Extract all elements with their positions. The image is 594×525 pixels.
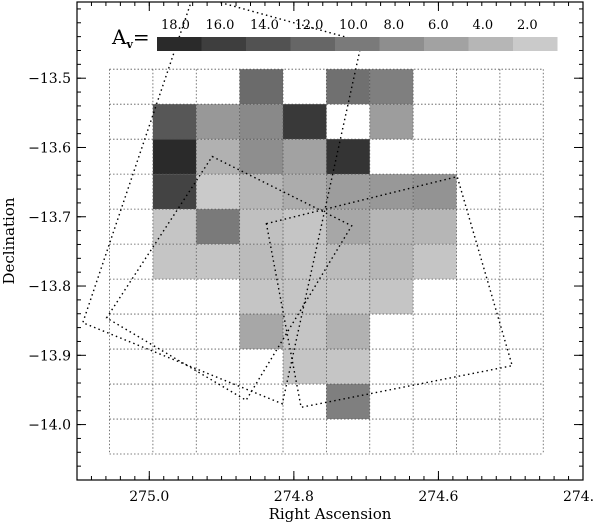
colorbar-label: 8.0 — [384, 18, 405, 33]
colorbar-title-eq: = — [133, 25, 150, 49]
axis-ticks: 275.0 274.8 274.6 274.4 −13.5 −13.6 −13.7 −13.8… — [28, 2, 594, 505]
colorbar-label: 16.0 — [206, 18, 235, 33]
heatmap-cell — [326, 69, 370, 105]
heatmap-cell — [283, 314, 327, 350]
heatmap-cell — [196, 174, 240, 210]
heatmap-cell — [283, 174, 327, 210]
heatmap-cell — [369, 279, 414, 315]
y-axis-label: Declination — [0, 197, 18, 284]
heatmap-cell — [239, 279, 284, 315]
heatmap-cell — [326, 174, 370, 210]
x-tick-label: 275.0 — [129, 489, 169, 505]
heatmap-cell — [239, 139, 284, 175]
colorbar-title-sub: v — [125, 38, 133, 51]
heatmap-cell — [283, 139, 327, 175]
heatmap-cell — [326, 279, 370, 315]
heatmap-cell — [196, 209, 240, 245]
field-footprint — [105, 155, 353, 402]
heatmap-cell — [413, 209, 457, 245]
colorbar-swatch — [201, 37, 246, 51]
colorbar-label: 4.0 — [473, 18, 494, 33]
heatmap-cell — [369, 209, 414, 245]
colorbar-swatch — [424, 37, 469, 51]
colorbar-swatch — [513, 37, 558, 51]
colorbar-swatch — [290, 37, 335, 51]
heatmap-cell — [152, 104, 197, 140]
heatmap-cell — [152, 139, 197, 175]
heatmap-cell — [369, 174, 414, 210]
heatmap-cell — [239, 209, 284, 245]
heatmap-cell — [239, 69, 284, 105]
heatmap-cell — [196, 139, 240, 175]
heatmap-cell — [326, 349, 370, 385]
heatmap-cell — [239, 244, 284, 280]
heatmap-cell — [369, 69, 414, 105]
colorbar-label: 6.0 — [428, 18, 449, 33]
heatmap-cell — [369, 104, 414, 140]
heatmap-cell — [283, 209, 327, 245]
colorbar-label: 10.0 — [339, 18, 368, 33]
heatmap-cell — [413, 244, 457, 280]
x-tick-label: 274.8 — [274, 489, 314, 505]
heatmap-cell — [326, 209, 370, 245]
colorbar-swatch — [335, 37, 380, 51]
y-tick-label: −13.8 — [28, 279, 71, 295]
heatmap-cell — [196, 104, 240, 140]
colorbar-title: Av= — [111, 25, 150, 51]
colorbar-label: 2.0 — [517, 18, 538, 33]
colorbar-swatch — [379, 37, 424, 51]
heatmap-cell — [326, 314, 370, 350]
plot-frame — [76, 1, 584, 481]
heatmap-cell — [239, 174, 284, 210]
heatmap-cell — [369, 244, 414, 280]
heatmap-grid — [109, 68, 544, 455]
heatmap-cell — [283, 244, 327, 280]
colorbar-swatch — [468, 37, 513, 51]
colorbar-swatch — [246, 37, 291, 51]
y-tick-label: −13.9 — [28, 348, 71, 364]
heatmap-cell — [283, 279, 327, 315]
colorbar-swatch — [157, 37, 202, 51]
y-tick-label: −13.5 — [28, 71, 71, 87]
heatmap-cell — [239, 104, 284, 140]
heatmap-cell — [326, 244, 370, 280]
x-tick-label: 274.4 — [563, 489, 594, 505]
colorbar-title-main: A — [111, 25, 127, 49]
heatmap-cell — [326, 384, 370, 420]
colorbar-label: 18.0 — [161, 18, 190, 33]
heatmap-cell — [196, 244, 240, 280]
y-tick-label: −13.6 — [28, 140, 71, 156]
y-tick-label: −14.0 — [28, 418, 71, 434]
colorbar-label: 14.0 — [250, 18, 279, 33]
x-tick-label: 274.6 — [418, 489, 458, 505]
heatmap-cell — [152, 209, 197, 245]
colorbar-label: 12.0 — [295, 18, 324, 33]
field-footprint — [81, 2, 363, 405]
y-tick-label: −13.7 — [28, 210, 71, 226]
field-footprints — [81, 2, 514, 409]
heatmap-cell — [283, 104, 327, 140]
colorbar: Av= 18.0 16.0 14.0 12.0 10.0 8.0 6.0 4.0 2.0 — [111, 18, 558, 51]
heatmap-cell — [239, 314, 284, 350]
heatmap-cell — [152, 244, 197, 280]
heatmap-cells — [152, 69, 457, 420]
x-axis-label: Right Ascension — [269, 505, 392, 523]
heatmap-cell — [413, 174, 457, 210]
heatmap-cell — [283, 349, 327, 385]
heatmap-cell — [326, 139, 370, 175]
